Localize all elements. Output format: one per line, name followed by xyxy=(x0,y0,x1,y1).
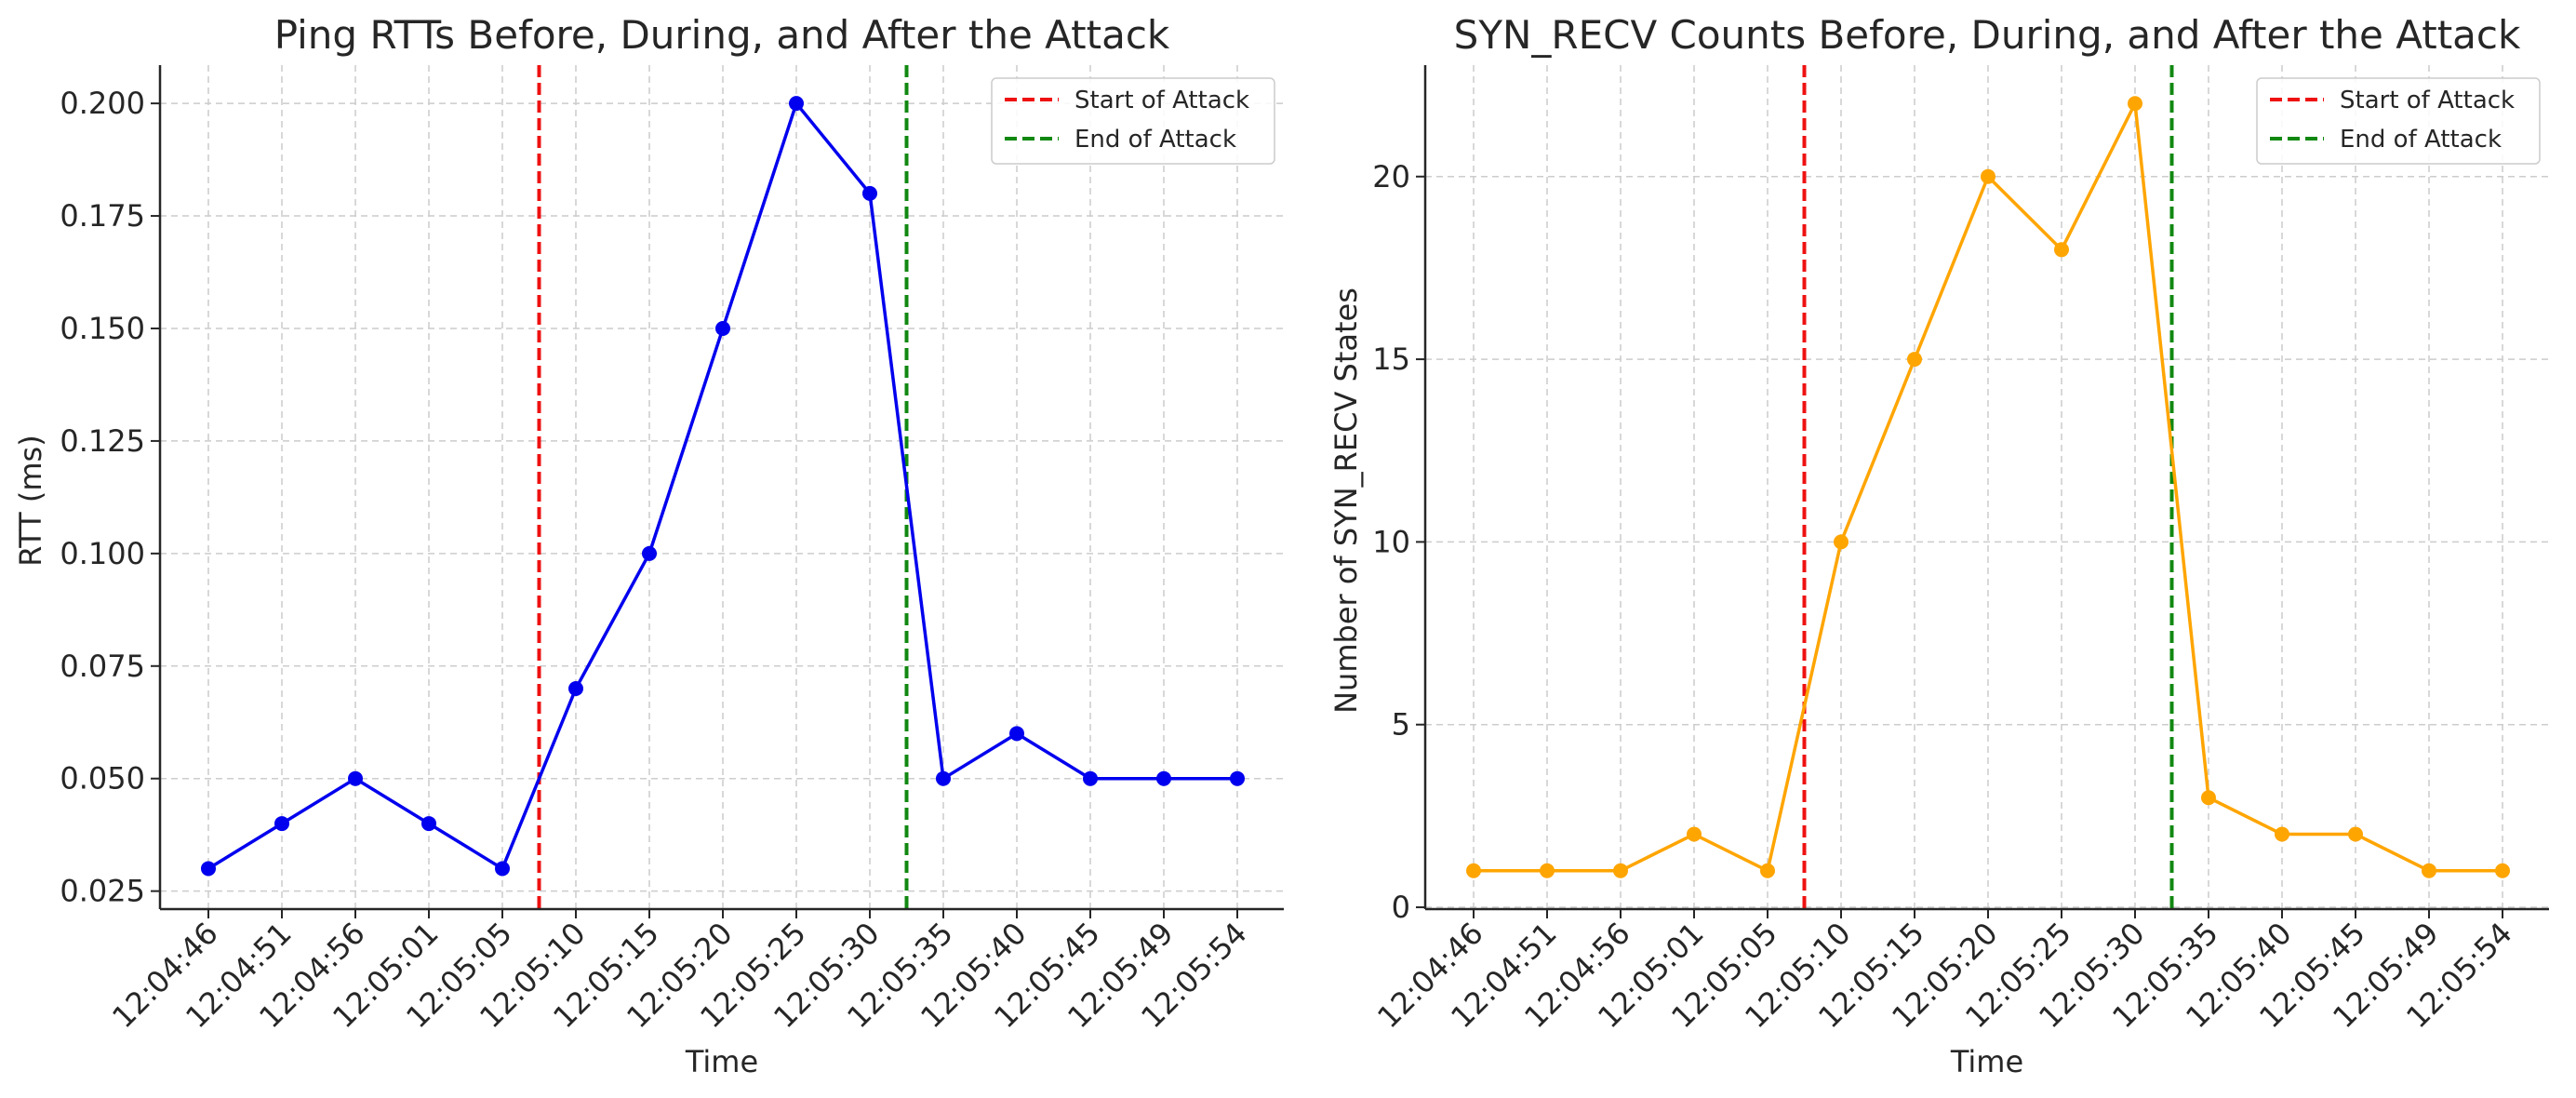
x-axis-label: Time xyxy=(1950,1044,2023,1079)
data-point xyxy=(1009,726,1024,742)
legend-box xyxy=(991,77,1275,165)
y-tick-label: 0.175 xyxy=(60,198,145,234)
y-tick-label: 0.050 xyxy=(60,761,145,797)
data-point xyxy=(495,861,510,877)
data-point xyxy=(1687,826,1702,842)
y-tick-label: 0.125 xyxy=(60,423,145,459)
data-point xyxy=(1760,863,1775,878)
data-point xyxy=(2128,96,2142,112)
series xyxy=(1466,96,2510,878)
data-point xyxy=(1613,863,1628,878)
data-point xyxy=(348,770,363,786)
data-point xyxy=(1466,863,1481,878)
y-tick-label: 10 xyxy=(1372,524,1410,559)
chart-title: SYN_RECV Counts Before, During, and Afte… xyxy=(1454,12,2521,58)
data-point xyxy=(789,96,804,112)
legend-end-label: End of Attack xyxy=(1074,126,1236,154)
data-point xyxy=(201,861,216,877)
data-point xyxy=(2495,863,2510,878)
y-tick-label: 20 xyxy=(1372,159,1410,194)
data-point xyxy=(1083,770,1098,786)
data-point xyxy=(568,680,583,696)
data-point xyxy=(715,320,730,336)
y-axis-label: Number of SYN_RECV States xyxy=(1328,288,1364,714)
data-point xyxy=(936,770,951,786)
data-point xyxy=(2201,790,2216,806)
data-point xyxy=(1156,770,1171,786)
y-tick-label: 0.200 xyxy=(60,86,145,121)
data-point xyxy=(1834,534,1849,550)
data-point xyxy=(2275,826,2289,842)
y-tick-label: 0.075 xyxy=(60,649,145,684)
x-axis-label: Time xyxy=(685,1044,758,1079)
data-point xyxy=(862,185,877,201)
legend-start-label: Start of Attack xyxy=(1074,87,1249,114)
data-point xyxy=(421,816,436,832)
data-point xyxy=(2348,826,2363,842)
data-point xyxy=(1540,863,1555,878)
y-tick-label: 0.100 xyxy=(60,536,145,571)
chart-title: Ping RTTs Before, During, and After the … xyxy=(274,12,1170,58)
y-tick-label: 0 xyxy=(1392,890,1410,925)
y-axis-label: RTT (ms) xyxy=(13,435,48,566)
y-tick-label: 15 xyxy=(1372,341,1410,377)
legend: Start of Attack End of Attack xyxy=(2256,77,2541,165)
legend-start-label: Start of Attack xyxy=(2340,87,2515,114)
y-tick-label: 0.025 xyxy=(60,874,145,909)
data-point xyxy=(642,545,657,561)
data-point xyxy=(1981,168,1995,184)
data-point xyxy=(1230,770,1245,786)
data-point xyxy=(2422,863,2436,878)
legend-end-label: End of Attack xyxy=(2340,126,2502,154)
series xyxy=(201,96,1245,877)
data-point xyxy=(274,816,289,832)
y-tick-label: 0.150 xyxy=(60,311,145,346)
data-point xyxy=(2054,242,2069,258)
legend: Start of Attack End of Attack xyxy=(991,77,1275,165)
legend-box xyxy=(2256,77,2541,165)
y-tick-label: 5 xyxy=(1392,707,1410,743)
data-point xyxy=(1907,352,1922,368)
